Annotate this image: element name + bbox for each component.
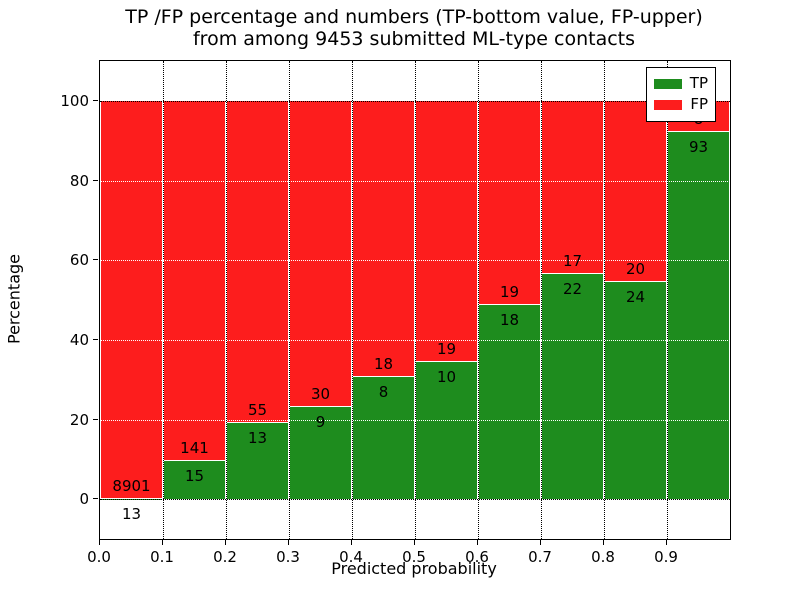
x-tick-label: 0.9 xyxy=(654,548,678,566)
x-tick-label: 0.8 xyxy=(591,548,615,566)
bar-segment-tp xyxy=(416,361,477,500)
y-tick xyxy=(93,338,98,340)
x-tick-label: 0.1 xyxy=(150,548,174,566)
gridline-vertical xyxy=(351,61,353,539)
x-tick-label: 0.0 xyxy=(87,548,111,566)
fp-count-label: 19 xyxy=(499,283,520,302)
fp-count-label: 55 xyxy=(247,401,268,419)
chart-title-line1: TP /FP percentage and numbers (TP-bottom… xyxy=(125,6,703,28)
fp-count-label: 19 xyxy=(436,339,457,358)
fp-count-label: 18 xyxy=(373,354,394,373)
fp-count-label: 20 xyxy=(625,259,646,278)
fp-count-label: 8901 xyxy=(112,476,151,495)
bar-segment-tp xyxy=(227,423,288,500)
x-tick xyxy=(414,540,415,545)
legend: TP FP xyxy=(646,67,716,122)
tp-count-label: 22 xyxy=(562,280,583,299)
y-tick xyxy=(93,418,98,420)
fp-count-label: 17 xyxy=(562,252,583,271)
gridline-horizontal xyxy=(100,499,730,501)
y-tick-label: 100 xyxy=(60,91,89,110)
x-tick xyxy=(351,540,352,545)
gridline-horizontal xyxy=(100,419,730,421)
x-tick-label: 0.2 xyxy=(213,548,237,566)
y-tick-label: 40 xyxy=(69,330,89,349)
tp-count-label: 13 xyxy=(121,504,142,523)
x-tick xyxy=(477,540,478,545)
x-tick-label: 0.4 xyxy=(339,548,363,566)
gridline-vertical xyxy=(603,61,605,539)
gridline-vertical xyxy=(666,61,668,539)
bar-segment-tp xyxy=(290,407,351,500)
y-tick-label: 60 xyxy=(69,251,89,270)
bar-segment-tp xyxy=(101,498,162,500)
bar-segment-tp xyxy=(668,132,729,500)
tp-count-label: 15 xyxy=(184,466,205,485)
y-tick-label: 80 xyxy=(69,171,89,190)
gridline-vertical xyxy=(414,61,416,539)
tp-count-label: 13 xyxy=(247,429,268,447)
bar-segment-fp xyxy=(290,100,351,407)
gridline-vertical xyxy=(162,61,164,539)
bar-segment-fp xyxy=(227,100,288,422)
y-tick xyxy=(93,259,98,261)
chart-title-line2: from among 9453 submitted ML-type contac… xyxy=(192,28,636,50)
gridline-horizontal xyxy=(100,339,730,341)
x-tick xyxy=(603,540,604,545)
bar-segment-tp xyxy=(542,274,603,500)
bar-segment-fp xyxy=(416,100,477,361)
fp-count-label: 30 xyxy=(310,385,331,404)
legend-entry-tp: TP xyxy=(654,73,708,94)
y-tick xyxy=(93,179,98,181)
x-tick xyxy=(288,540,289,545)
x-tick xyxy=(540,540,541,545)
y-tick-label: 20 xyxy=(69,410,89,429)
gridline-vertical xyxy=(477,61,479,539)
x-tick-label: 0.6 xyxy=(465,548,489,566)
gridline-vertical xyxy=(540,61,542,539)
gridline-horizontal xyxy=(100,180,730,182)
tp-count-label: 9 xyxy=(315,413,326,432)
bar-segment-fp xyxy=(479,100,540,305)
gridline-horizontal xyxy=(100,260,730,262)
x-tick-label: 0.5 xyxy=(402,548,426,566)
gridline-vertical xyxy=(288,61,290,539)
bar-segment-fp xyxy=(164,100,225,460)
x-axis-label: Predicted probability xyxy=(331,559,497,578)
y-tick xyxy=(93,99,98,101)
fp-count-label: 141 xyxy=(180,438,209,457)
bar-segment-tp xyxy=(353,376,414,500)
bar-segment-tp xyxy=(605,281,666,500)
x-tick-label: 0.3 xyxy=(276,548,300,566)
tp-count-label: 10 xyxy=(436,367,457,386)
bar-segment-fp xyxy=(101,100,162,498)
bar-segment-fp xyxy=(605,100,666,281)
y-tick xyxy=(93,498,98,500)
legend-entry-fp: FP xyxy=(654,94,708,115)
gridline-vertical xyxy=(225,61,227,539)
x-tick-label: 0.7 xyxy=(528,548,552,566)
x-tick xyxy=(225,540,226,545)
bar-segment-fp xyxy=(353,100,414,376)
x-tick xyxy=(99,540,100,545)
x-tick xyxy=(666,540,667,545)
gridline-horizontal xyxy=(100,100,730,102)
plot-area: TP FP 8901 13 141 15 55 13 30 9 18 8 19 10 19 18 17 22 2… xyxy=(99,60,731,540)
tp-count-label: 18 xyxy=(499,311,520,330)
tp-count-label: 24 xyxy=(625,287,646,306)
bar-segment-fp xyxy=(542,100,603,274)
x-tick xyxy=(162,540,163,545)
fp-legend-label: FP xyxy=(690,95,708,113)
bar-segment-tp xyxy=(479,305,540,500)
y-tick-label: 0 xyxy=(79,490,89,509)
bar-segment-tp xyxy=(164,460,225,500)
chart-title: TP /FP percentage and numbers (TP-bottom… xyxy=(99,6,729,50)
tp-count-label: 8 xyxy=(378,382,389,401)
fp-legend-swatch xyxy=(654,99,683,110)
tp-legend-swatch xyxy=(654,78,682,89)
y-axis-label: Percentage xyxy=(4,253,24,345)
tp-count-label: 93 xyxy=(688,138,709,157)
tp-legend-label: TP xyxy=(689,74,708,92)
